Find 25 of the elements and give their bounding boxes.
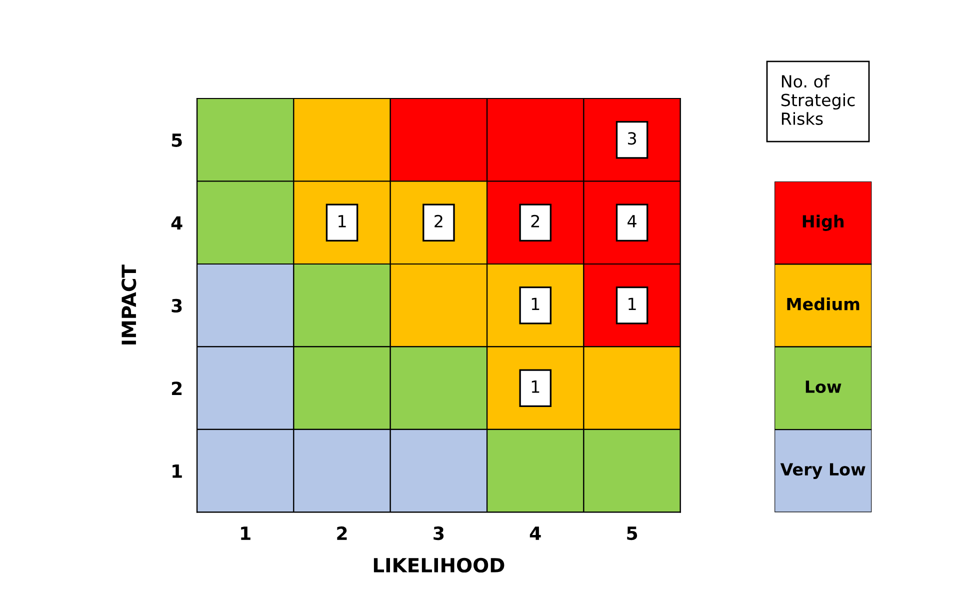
- x-tick-label: 2: [337, 526, 347, 540]
- y-tick-label: 2: [172, 382, 182, 395]
- y-tick-label: 5: [172, 134, 182, 147]
- data-label: 3: [628, 132, 636, 145]
- data-label: 1: [532, 298, 540, 310]
- data-label: 1: [628, 298, 636, 310]
- text: No. of Strategic Risks: [781, 74, 855, 125]
- category-label: Low: [806, 380, 842, 394]
- data-label: 1: [532, 380, 540, 393]
- x-tick-label: 4: [530, 526, 541, 540]
- category-label: High: [802, 214, 844, 231]
- category-label: Very Low: [780, 463, 866, 479]
- category-label: Medium: [787, 297, 860, 310]
- data-label: 4: [628, 215, 636, 228]
- x-tick-label: 1: [241, 526, 250, 540]
- data-label: 2: [434, 214, 442, 228]
- x-axis-title: LIKELIHOOD: [374, 558, 504, 573]
- x-tick-label: 3: [434, 526, 444, 540]
- y-tick-label: 3: [172, 298, 182, 312]
- y-tick-label: 4: [171, 216, 182, 230]
- y-tick-label: 1: [172, 464, 182, 478]
- y-axis-title: IMPACT: [122, 264, 136, 344]
- x-tick-label: 5: [627, 526, 638, 540]
- data-label: 1: [338, 215, 346, 228]
- data-label: 2: [531, 214, 540, 228]
